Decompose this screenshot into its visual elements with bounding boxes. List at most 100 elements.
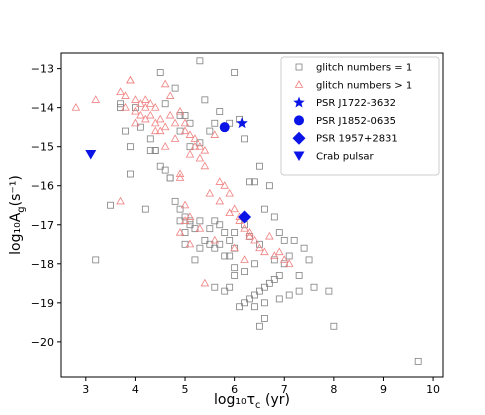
y-tick-label: −13 <box>31 63 54 76</box>
legend-marker <box>293 151 305 161</box>
point-triangle <box>136 99 145 107</box>
point-triangle <box>284 259 294 267</box>
legend-box <box>280 56 440 176</box>
point-square <box>305 256 313 264</box>
x-axis-ticks: 3 4 5 6 7 8 9 10 <box>82 377 440 396</box>
point-triangle <box>190 134 200 142</box>
point-square <box>256 322 263 330</box>
y-tick-label: −19 <box>31 297 54 310</box>
y-tick-label: −17 <box>31 219 54 232</box>
y-tick-label: −14 <box>31 102 54 115</box>
point-triangle <box>240 224 249 232</box>
x-tick-label: 4 <box>132 383 139 396</box>
point-triangle <box>225 208 234 217</box>
point-triangle <box>121 103 130 111</box>
point-square <box>231 264 239 272</box>
point-square <box>216 108 224 115</box>
point-square <box>166 174 174 182</box>
point-square <box>330 322 338 330</box>
point-triangle <box>160 142 170 150</box>
point-triangle <box>245 227 254 236</box>
legend-entry: glitch numbers > 1 <box>316 80 412 91</box>
point-square <box>226 252 234 260</box>
point-triangle <box>141 103 150 111</box>
point-square <box>216 221 224 229</box>
point-triangle <box>185 212 195 220</box>
point-square <box>261 283 268 291</box>
point-square <box>256 240 263 248</box>
point-triangle <box>240 255 249 263</box>
point-square <box>241 135 248 143</box>
y-tick-label: −20 <box>31 336 54 349</box>
point-triangle <box>195 224 205 232</box>
y-tick-label: −15 <box>31 141 54 154</box>
point-square <box>246 178 253 186</box>
point-square <box>141 205 149 213</box>
point-triangle <box>155 114 165 123</box>
y-axis-ticks: −13 −14 −15 −16 −17 −18 −19 −20 <box>31 63 61 349</box>
point-triangle <box>165 91 175 99</box>
point-triangle <box>141 95 150 103</box>
point-triangle <box>180 118 190 127</box>
point-square <box>265 182 273 190</box>
point-triangle <box>265 231 274 240</box>
point-square <box>325 287 333 295</box>
point-triangle <box>131 118 140 127</box>
point-square <box>275 272 283 279</box>
point-square <box>236 303 243 311</box>
point-square <box>161 100 169 108</box>
point-triangle <box>275 247 284 256</box>
point-square <box>92 256 100 264</box>
point-triangle <box>175 106 185 115</box>
point-triangle <box>150 126 160 135</box>
point-circle <box>219 122 230 133</box>
point-square <box>246 295 253 303</box>
point-triangle <box>230 204 239 213</box>
point-triangle <box>116 196 125 205</box>
point-triangle <box>190 142 200 150</box>
point-triangle <box>160 79 170 88</box>
point-triangle <box>180 126 190 135</box>
legend-marker <box>294 115 304 126</box>
point-square <box>201 96 209 104</box>
point-triangle <box>121 91 130 99</box>
y-tick-label: −16 <box>31 180 54 193</box>
point-square <box>201 236 209 244</box>
point-square <box>107 201 115 209</box>
x-tick-label: 3 <box>82 383 89 396</box>
point-square <box>166 174 174 182</box>
x-axis-label: log₁₀τc (yr) <box>214 392 290 411</box>
point-triangle <box>245 231 254 240</box>
point-triangle <box>150 118 160 127</box>
point-triangle <box>200 161 210 170</box>
point-square <box>196 244 204 252</box>
point-square <box>211 119 219 127</box>
legend-marker <box>293 96 305 108</box>
point-triangle-down <box>85 149 97 160</box>
point-triangle <box>200 278 210 287</box>
point-square <box>206 240 214 248</box>
point-square <box>275 295 283 303</box>
y-tick-label: −18 <box>31 258 54 271</box>
point-square <box>132 104 139 112</box>
point-square <box>261 315 268 322</box>
point-triangle <box>126 75 135 84</box>
point-square <box>270 213 278 221</box>
x-tick-label: 9 <box>380 383 387 396</box>
point-triangle <box>136 110 145 119</box>
x-tick-label: 7 <box>281 383 288 396</box>
legend-entry: Crab pulsar <box>316 152 375 163</box>
point-triangle <box>185 130 195 138</box>
point-square <box>122 127 129 135</box>
x-tick-label: 5 <box>182 383 189 396</box>
point-triangle <box>270 251 279 259</box>
x-tick-label: 6 <box>231 383 238 396</box>
legend-entry: glitch numbers = 1 <box>316 63 412 74</box>
point-square <box>280 236 288 244</box>
point-triangle <box>279 255 289 263</box>
point-triangle <box>255 243 264 252</box>
point-triangle <box>210 235 220 244</box>
point-square <box>186 221 194 229</box>
point-square <box>196 217 204 225</box>
